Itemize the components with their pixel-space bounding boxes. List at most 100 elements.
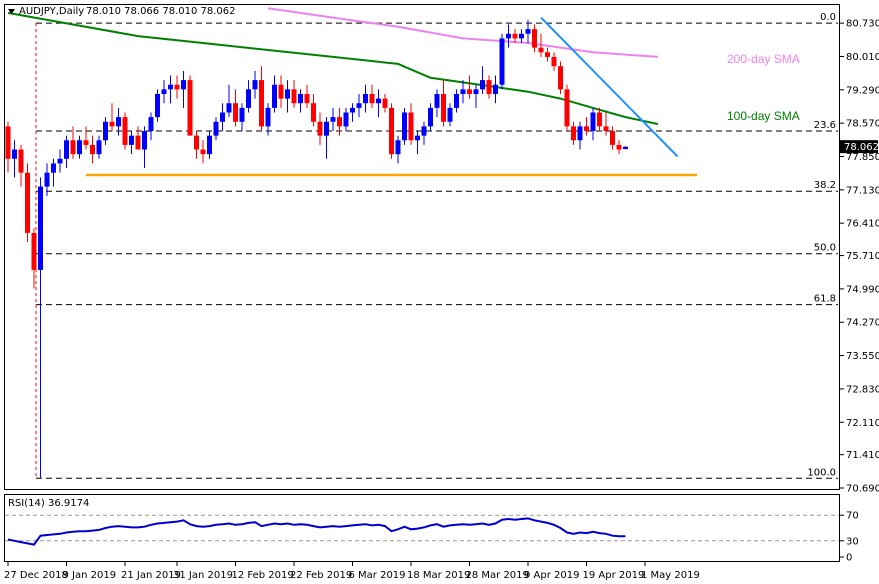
candle-body [597,112,602,127]
bearish-candle [538,33,544,57]
candle-body [155,93,160,118]
price-tick-label: 72.830 [846,384,879,395]
bearish-candle [109,103,115,132]
price-tick-label: 74.270 [846,318,879,329]
bullish-candle [77,135,82,159]
bullish-candle [96,135,102,159]
candle-body [148,117,154,132]
bearish-candle [70,126,76,159]
candle-body [493,84,498,94]
candle-body [220,112,225,122]
candle-body [12,149,17,159]
candle-body [51,163,56,173]
bearish-candle [616,140,622,155]
candle-body [369,93,375,104]
bullish-candle [623,146,628,150]
time-tick-label: 9 Apr 2019 [524,570,579,581]
drawn-lines [86,16,697,177]
bearish-candle [31,228,37,289]
bearish-candle [584,117,589,136]
price-tick-label: 77.130 [846,185,879,196]
candle-body [532,29,537,48]
candle-body [18,149,24,173]
bullish-candle [577,121,583,150]
candle-body [64,140,69,159]
candle-body [350,107,355,113]
bullish-candle [402,107,407,145]
candle-body [395,140,401,155]
bearish-candle [408,103,414,145]
candle-body [415,135,420,141]
candle-body [434,93,440,108]
candle-body [194,135,199,150]
bullish-candle [57,149,63,173]
candle-body [343,112,349,127]
bearish-candle [259,66,264,132]
sma-100-layer [7,11,659,126]
time-tick-label: 31 Jan 2019 [173,570,233,581]
candle-body [421,126,427,136]
candle-body [174,84,180,90]
collapse-triangle-icon[interactable] [8,9,15,14]
bearish-candle [233,89,238,127]
candle-body [57,158,63,164]
bearish-candle [194,131,199,159]
bullish-candle [525,19,531,44]
candle-body [226,103,232,113]
candle-body [96,140,102,155]
bullish-candle [330,107,336,132]
bullish-candle [415,131,420,155]
candle-body [363,93,368,104]
candle-body [103,121,108,141]
candle-body [389,107,394,155]
bearish-candle [551,52,557,71]
candle-body [90,144,95,155]
bullish-candle [64,135,69,169]
bearish-candle [389,103,394,159]
candle-body [233,103,238,122]
candle-body [402,112,407,141]
candle-body [122,117,128,145]
rsi-label: RSI(14) 36.9174 [8,498,89,509]
bullish-candle [421,121,427,145]
price-tick-label: 77.850 [846,152,879,163]
bearish-candle [278,75,284,108]
bullish-candle [252,70,258,99]
bullish-candle [590,107,596,141]
bullish-candle [148,112,154,141]
bearish-candle [5,121,11,173]
candle-body [551,56,557,67]
bullish-candle [460,80,466,104]
price-tick-label: 76.410 [846,219,879,230]
candle-body [252,80,258,90]
bearish-candle [317,112,323,145]
bearish-candle [486,75,492,99]
bearish-candle [122,112,128,150]
bullish-candle [142,126,147,169]
price-tick-label: 80.730 [846,19,879,30]
candle-body [272,84,277,108]
sma-200-label: 200-day SMA [727,52,800,66]
candle-body [486,80,492,94]
bullish-candle [272,75,277,113]
time-tick-label: 6 Mar 2019 [349,570,406,581]
fib-level-label: 100.0 [807,467,836,478]
candle-body [330,117,336,122]
bullish-candle [168,75,173,104]
price-tick-label: 71.410 [846,450,879,461]
candle-body [304,93,310,104]
fib-level-label: 50.0 [814,243,836,254]
candle-body [473,89,479,94]
price-tick-label: 70.690 [846,484,879,495]
candle-body [441,93,446,122]
bullish-candle [226,84,232,118]
bearish-candle [512,29,518,44]
candle-body [142,131,147,150]
rsi-indicator: 70 30 0 [5,511,859,564]
time-tick-label: 28 Mar 2019 [466,570,529,581]
candle-body [181,80,186,90]
candle-body [291,89,297,104]
price-axis: 80.730 80.010 79.290 78.570 77.850 77.130 76.4… [840,19,879,495]
candle-body [519,33,524,39]
